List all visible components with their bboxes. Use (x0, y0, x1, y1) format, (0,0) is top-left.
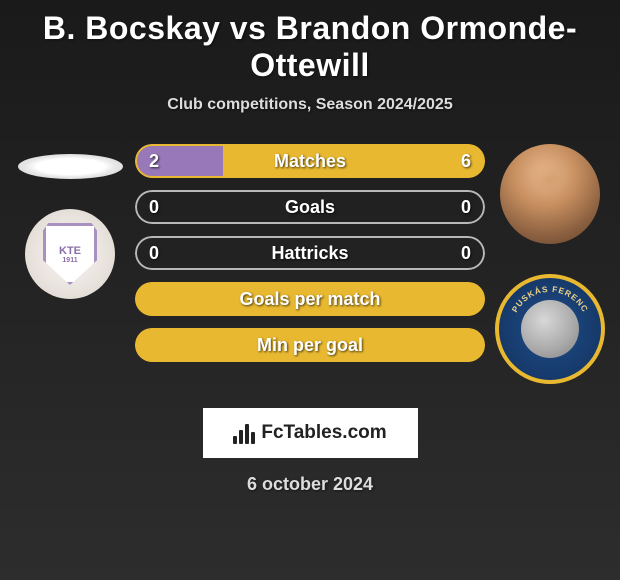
watermark-text: FcTables.com (261, 422, 386, 444)
stat-bar: 0 0 Hattricks (135, 236, 485, 270)
comparison-row: KTE 1911 2 6 Matches 0 0 Goals 0 0 Hattricks Goal… (15, 144, 605, 384)
watermark-badge: FcTables.com (203, 408, 418, 458)
player-avatar-right (500, 144, 600, 244)
bar-label: Matches (274, 151, 346, 172)
page-title: B. Bocskay vs Brandon Ormonde-Ottewill (15, 10, 605, 84)
player-avatar-left (18, 154, 123, 179)
right-player-column: PUSKÁS FERENC (495, 144, 605, 384)
bar-label: Hattricks (271, 243, 348, 264)
club-ring-top: PUSKÁS FERENC (509, 284, 590, 314)
subtitle: Club competitions, Season 2024/2025 (15, 96, 605, 114)
club-ring-text-svg: PUSKÁS FERENC (499, 278, 601, 380)
bar-value-left: 0 (149, 197, 159, 218)
svg-text:PUSKÁS FERENC: PUSKÁS FERENC (509, 284, 590, 314)
stat-bar: 0 0 Goals (135, 190, 485, 224)
club-badge-right: PUSKÁS FERENC (495, 274, 605, 384)
bars-icon (233, 422, 255, 444)
club-year-left: 1911 (62, 257, 77, 264)
bar-label: Min per goal (257, 335, 363, 356)
club-code-left: KTE (59, 245, 81, 257)
stats-bars: 2 6 Matches 0 0 Goals 0 0 Hattricks Goals per mat… (135, 144, 485, 362)
club-shield-left: KTE 1911 (43, 223, 97, 285)
bar-value-left: 2 (149, 151, 159, 172)
bar-label: Goals (285, 197, 335, 218)
comparison-infographic: B. Bocskay vs Brandon Ormonde-Ottewill C… (0, 0, 620, 580)
bar-value-right: 6 (461, 151, 471, 172)
stat-bar: Goals per match (135, 282, 485, 316)
bar-value-right: 0 (461, 197, 471, 218)
bar-value-right: 0 (461, 243, 471, 264)
bar-fill-right (223, 144, 486, 178)
date-text: 6 october 2024 (15, 474, 605, 495)
bar-label: Goals per match (239, 289, 380, 310)
bar-value-left: 0 (149, 243, 159, 264)
stat-bar: Min per goal (135, 328, 485, 362)
left-player-column: KTE 1911 (15, 144, 125, 299)
stat-bar: 2 6 Matches (135, 144, 485, 178)
club-badge-left: KTE 1911 (25, 209, 115, 299)
